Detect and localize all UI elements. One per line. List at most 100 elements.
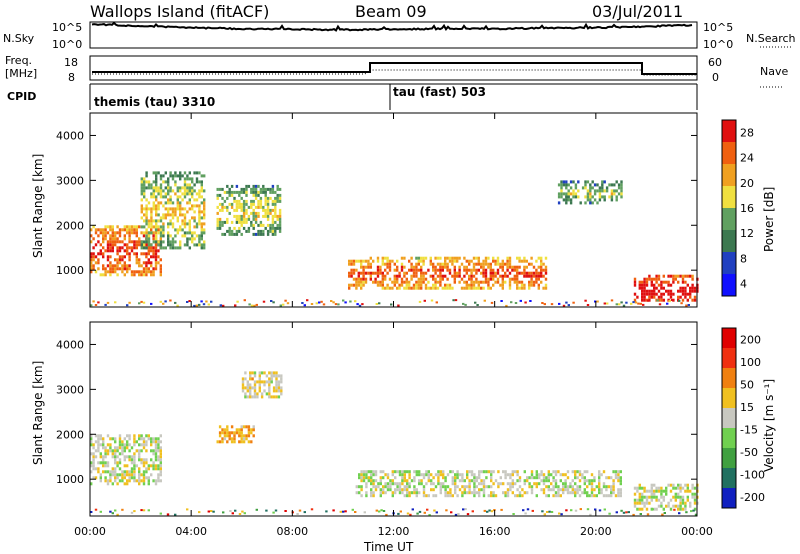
heatmap-cell (457, 513, 460, 515)
heatmap-cell (97, 252, 100, 256)
heatmap-cell (195, 177, 199, 181)
heatmap-cell (396, 485, 399, 489)
heatmap-cell (583, 470, 586, 474)
colorbar-swatch (722, 328, 736, 348)
heatmap-cell (403, 265, 406, 269)
heatmap-cell (542, 491, 546, 495)
heatmap-cell (412, 274, 416, 278)
heatmap-cell (590, 488, 594, 492)
heatmap-cell (432, 494, 435, 498)
heatmap-cell (147, 252, 150, 256)
heatmap-cell (600, 491, 603, 495)
heatmap-cell (562, 183, 566, 187)
heatmap-cell (181, 207, 184, 211)
heatmap-cell (183, 243, 187, 247)
heatmap-cell (454, 488, 457, 492)
heatmap-cell (252, 190, 255, 194)
heatmap-cell (90, 452, 93, 456)
heatmap-cell (660, 486, 663, 490)
heatmap-cell (99, 461, 102, 465)
heatmap-cell (427, 280, 430, 284)
heatmap-cell (355, 485, 358, 489)
heatmap-cell (418, 491, 421, 495)
heatmap-cell (489, 277, 492, 281)
heatmap-cell (458, 271, 461, 275)
heatmap-cell (509, 476, 512, 480)
heatmap-cell (557, 470, 560, 474)
heatmap-cell (367, 259, 370, 263)
heatmap-cell (367, 265, 370, 269)
heatmap-cell (650, 486, 653, 490)
heatmap-cell (216, 196, 219, 200)
heatmap-cell (679, 274, 682, 278)
heatmap-cell (648, 274, 651, 278)
heatmap-cell (155, 183, 158, 187)
heatmap-cell (276, 226, 279, 230)
heatmap-cell (615, 180, 618, 184)
heatmap-cell (278, 214, 282, 218)
heatmap-cell (420, 280, 423, 284)
heatmap-cell (186, 222, 189, 226)
heatmap-cell (405, 283, 408, 287)
heatmap-cell (475, 485, 478, 489)
heatmap-cell (463, 479, 466, 483)
heatmap-cell (472, 268, 476, 272)
heatmap-cell (456, 473, 459, 477)
heatmap-cell (516, 479, 519, 483)
heatmap-cell (578, 479, 582, 483)
heatmap-cell (484, 268, 488, 272)
heatmap-cell (278, 208, 282, 212)
heatmap-cell (159, 237, 162, 241)
heatmap-cell (593, 494, 596, 498)
heatmap-cell (684, 292, 687, 296)
heatmap-cell (429, 256, 432, 260)
heatmap-cell (259, 229, 263, 233)
heatmap-cell (216, 193, 219, 197)
heatmap-cell (143, 213, 146, 217)
heatmap-cell (275, 371, 278, 375)
heatmap-cell (135, 252, 138, 256)
heatmap-cell (145, 234, 148, 238)
heatmap-cell (581, 491, 584, 495)
heatmap-cell (435, 511, 438, 514)
heatmap-cell (191, 192, 194, 196)
heatmap-cell (240, 205, 243, 209)
heatmap-cell (468, 274, 471, 278)
heatmap-cell (226, 431, 229, 435)
heatmap-cell (567, 195, 570, 199)
heatmap-cell (111, 270, 114, 274)
heatmap-cell (159, 192, 163, 196)
heatmap-cell (538, 482, 541, 486)
heatmap-cell (508, 271, 512, 275)
heatmap-cell (593, 183, 597, 187)
heatmap-cell (408, 482, 411, 486)
heatmap-cell (92, 476, 95, 480)
heatmap-cell (417, 259, 420, 263)
heatmap-cell (583, 482, 586, 486)
heatmap-cell (254, 211, 258, 215)
heatmap-cell (506, 491, 510, 495)
heatmap-cell (487, 286, 490, 290)
heatmap-cell (619, 491, 622, 495)
heatmap-cell (567, 304, 570, 307)
heatmap-cell (121, 443, 124, 447)
heatmap-cell (672, 495, 675, 499)
heatmap-cell (598, 192, 602, 196)
heatmap-cell (275, 386, 278, 390)
heatmap-cell (111, 512, 114, 515)
heatmap-cell (181, 198, 184, 202)
heatmap-cell (444, 485, 447, 489)
heatmap-cell (167, 186, 170, 190)
heatmap-cell (689, 501, 692, 505)
heatmap-cell (660, 492, 663, 496)
heatmap-cell (147, 437, 150, 441)
heatmap-cell (138, 240, 141, 244)
heatmap-cell (508, 262, 512, 266)
heatmap-cell (142, 473, 146, 477)
heatmap-cell (365, 494, 368, 498)
heatmap-cell (520, 286, 524, 290)
heatmap-cell (494, 271, 497, 275)
heatmap-cell (274, 205, 277, 209)
heatmap-cell (157, 186, 160, 190)
heatmap-cell (130, 240, 134, 244)
